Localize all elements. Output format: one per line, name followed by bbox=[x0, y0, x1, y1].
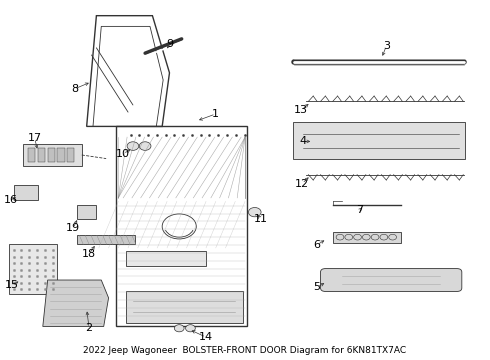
Text: 7: 7 bbox=[356, 205, 363, 215]
Bar bbox=[57, 148, 65, 162]
Polygon shape bbox=[43, 280, 109, 327]
Bar bbox=[24, 144, 82, 166]
Text: 8: 8 bbox=[71, 84, 78, 94]
Text: 19: 19 bbox=[66, 223, 80, 233]
Text: 17: 17 bbox=[27, 133, 42, 143]
Text: 9: 9 bbox=[166, 39, 173, 49]
Text: 13: 13 bbox=[294, 105, 308, 115]
Circle shape bbox=[139, 142, 151, 150]
Text: 2: 2 bbox=[86, 323, 93, 333]
Text: 12: 12 bbox=[295, 179, 309, 189]
Bar bbox=[28, 148, 35, 162]
Bar bbox=[38, 148, 45, 162]
Bar bbox=[9, 244, 57, 294]
Text: 11: 11 bbox=[254, 214, 268, 224]
Polygon shape bbox=[125, 291, 243, 323]
Text: 18: 18 bbox=[82, 249, 96, 259]
Bar bbox=[333, 232, 401, 243]
Text: 14: 14 bbox=[199, 332, 213, 342]
Text: 6: 6 bbox=[313, 240, 320, 250]
FancyBboxPatch shape bbox=[293, 122, 465, 159]
Text: 3: 3 bbox=[383, 41, 390, 51]
Text: 4: 4 bbox=[300, 136, 307, 147]
Text: 2022 Jeep Wagoneer  BOLSTER-FRONT DOOR Diagram for 6KN81TX7AC: 2022 Jeep Wagoneer BOLSTER-FRONT DOOR Di… bbox=[83, 346, 407, 355]
Bar bbox=[48, 148, 55, 162]
Text: 5: 5 bbox=[314, 282, 320, 292]
Circle shape bbox=[127, 142, 139, 150]
Text: 16: 16 bbox=[4, 195, 18, 204]
Bar bbox=[77, 235, 135, 244]
Polygon shape bbox=[125, 251, 206, 266]
Text: 15: 15 bbox=[5, 280, 19, 291]
Bar bbox=[14, 185, 38, 200]
Bar bbox=[67, 148, 74, 162]
Circle shape bbox=[174, 325, 184, 332]
FancyBboxPatch shape bbox=[320, 269, 462, 292]
Bar bbox=[77, 205, 97, 219]
Text: 1: 1 bbox=[212, 109, 219, 119]
Text: 10: 10 bbox=[116, 149, 130, 159]
Circle shape bbox=[186, 325, 196, 332]
Circle shape bbox=[248, 207, 261, 217]
